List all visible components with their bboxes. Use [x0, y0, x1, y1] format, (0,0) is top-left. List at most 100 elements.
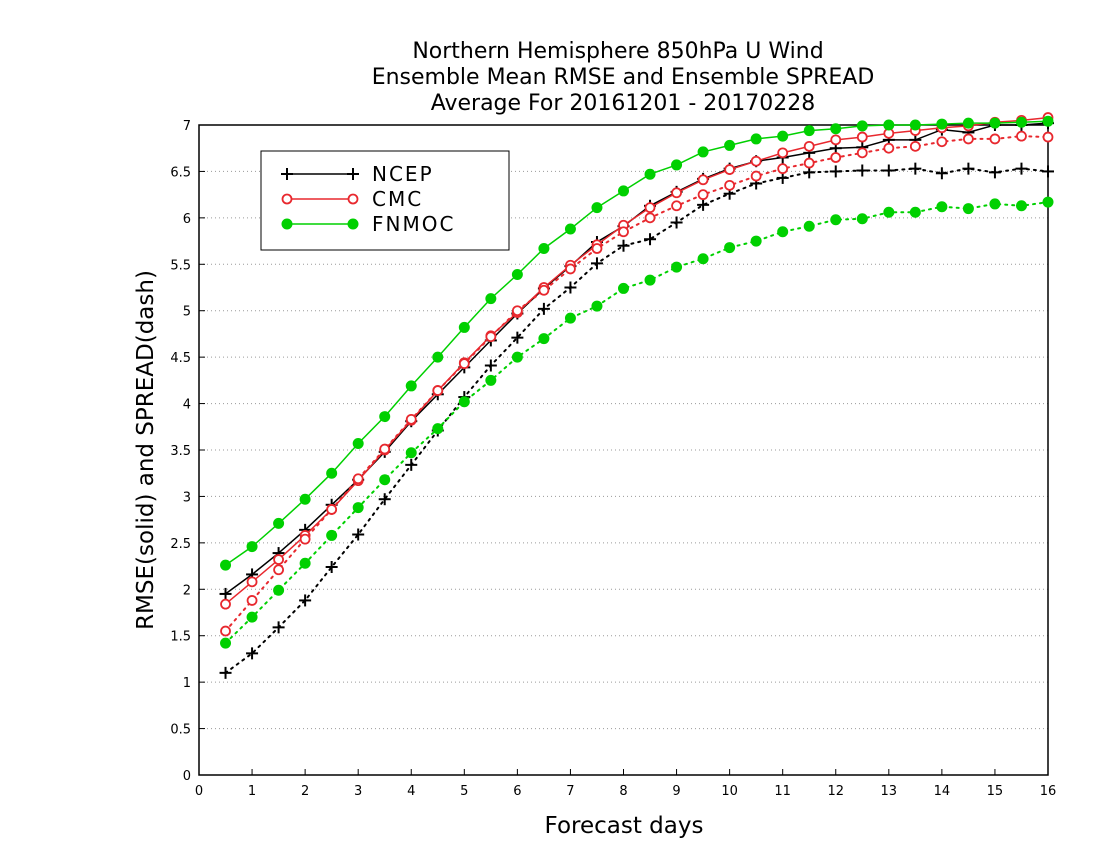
- point-cmc-spread-27: [936, 136, 948, 148]
- point-ncep-spread-17: [670, 216, 683, 229]
- point-ncep-spread-27: [935, 167, 948, 180]
- point-ncep-spread-11: [511, 331, 524, 344]
- y-tick-label-12: 6: [183, 212, 191, 227]
- point-fnmoc-spread-15: [618, 282, 629, 294]
- point-fnmoc-rmse-19: [724, 139, 736, 151]
- point-fnmoc-spread-12: [538, 333, 550, 345]
- x-tick-label-6: 6: [513, 784, 521, 799]
- point-fnmoc-rmse-24: [856, 120, 868, 132]
- x-tick-label-5: 5: [460, 784, 468, 799]
- point-fnmoc-spread-26: [909, 206, 921, 218]
- point-cmc-rmse-23: [830, 134, 842, 146]
- legend-box: [260, 150, 510, 251]
- y-tick-label-10: 5: [183, 305, 191, 320]
- legend-marker-start-fnmoc: [281, 218, 293, 230]
- point-cmc-spread-16: [644, 212, 656, 224]
- point-cmc-spread-7: [405, 413, 417, 425]
- point-fnmoc-rmse-13: [564, 223, 576, 235]
- point-fnmoc-spread-18: [697, 253, 709, 265]
- point-ncep-spread-5: [352, 528, 365, 541]
- point-cmc-spread-13: [565, 263, 576, 275]
- point-fnmoc-spread-11: [511, 351, 523, 363]
- point-ncep-spread-15: [617, 239, 630, 252]
- point-fnmoc-spread-9: [458, 396, 470, 408]
- y-tick-label-7: 3.5: [170, 444, 191, 459]
- point-cmc-spread-20: [750, 170, 762, 182]
- point-cmc-rmse-18: [697, 174, 709, 186]
- point-fnmoc-rmse-27: [936, 118, 948, 130]
- x-tick-label-3: 3: [354, 784, 362, 799]
- point-fnmoc-spread-3: [299, 557, 311, 569]
- point-ncep-spread-30: [1015, 162, 1028, 175]
- x-axis-title: Forecast days: [545, 813, 704, 839]
- x-tick-label-12: 12: [827, 784, 844, 799]
- point-cmc-rmse-17: [671, 187, 682, 199]
- point-cmc-spread-10: [485, 331, 497, 343]
- point-ncep-spread-2: [272, 621, 285, 634]
- point-fnmoc-spread-8: [432, 423, 444, 435]
- point-cmc-spread-2: [273, 564, 284, 576]
- point-ncep-spread-18: [697, 198, 710, 211]
- point-fnmoc-spread-14: [591, 300, 603, 312]
- point-cmc-spread-25: [883, 142, 895, 154]
- point-fnmoc-spread-23: [830, 214, 842, 226]
- y-axis-title: RMSE(solid) and SPREAD(dash): [133, 270, 159, 630]
- legend-item-ncep: NCEP: [281, 162, 432, 186]
- legend-marker-start-ncep: [281, 168, 293, 180]
- point-fnmoc-rmse-12: [538, 243, 550, 254]
- legend-item-cmc: CMC: [281, 187, 421, 211]
- point-fnmoc-rmse-21: [777, 130, 789, 142]
- point-cmc-spread-14: [591, 243, 603, 254]
- x-tick-label-10: 10: [721, 784, 738, 799]
- point-fnmoc-rmse-11: [511, 269, 523, 280]
- axes: 00.511.522.533.544.555.566.570 1 2 3 4 5 6 7 8 9 1…: [170, 119, 1056, 799]
- y-tick-label-1: 0.5: [170, 723, 191, 738]
- point-fnmoc-rmse-16: [644, 168, 656, 180]
- point-cmc-spread-4: [326, 504, 338, 515]
- y-tick-label-0: 0: [183, 769, 191, 784]
- point-fnmoc-rmse-23: [830, 123, 842, 135]
- point-fnmoc-rmse-22: [803, 125, 815, 137]
- x-tick-label-4: 4: [407, 784, 415, 799]
- point-ncep-spread-23: [829, 165, 842, 178]
- point-fnmoc-rmse-1: [246, 541, 258, 553]
- legend-marker-end-fnmoc: [347, 218, 359, 230]
- x-tick-label-8: 8: [619, 784, 627, 799]
- point-fnmoc-rmse-5: [352, 438, 364, 449]
- point-fnmoc-rmse-2: [273, 517, 285, 529]
- point-fnmoc-spread-22: [803, 220, 815, 232]
- point-ncep-spread-6: [378, 493, 391, 506]
- point-ncep-rmse-0: [219, 587, 232, 600]
- point-ncep-spread-12: [537, 302, 550, 315]
- point-fnmoc-spread-2: [273, 584, 285, 596]
- point-cmc-rmse-16: [644, 202, 656, 214]
- point-fnmoc-spread-28: [962, 203, 974, 215]
- point-ncep-spread-28: [962, 162, 975, 175]
- point-cmc-spread-8: [432, 385, 444, 396]
- point-fnmoc-rmse-31: [1042, 115, 1054, 127]
- point-fnmoc-rmse-26: [909, 119, 921, 131]
- point-fnmoc-spread-16: [644, 274, 656, 286]
- point-cmc-spread-3: [299, 533, 311, 545]
- point-fnmoc-spread-6: [379, 474, 391, 486]
- point-ncep-spread-4: [325, 561, 338, 573]
- point-cmc-spread-15: [618, 226, 629, 238]
- point-cmc-rmse-21: [777, 147, 789, 159]
- x-tick-label-2: 2: [301, 784, 309, 799]
- point-fnmoc-spread-31: [1042, 196, 1054, 208]
- point-cmc-spread-30: [1016, 130, 1027, 142]
- y-tick-label-2: 1: [183, 676, 191, 691]
- point-fnmoc-rmse-6: [379, 411, 391, 423]
- x-tick-label-14: 14: [934, 784, 951, 799]
- point-cmc-spread-21: [777, 163, 789, 175]
- point-fnmoc-rmse-8: [432, 351, 444, 363]
- point-cmc-spread-29: [989, 133, 1001, 145]
- point-cmc-rmse-2: [273, 554, 284, 565]
- point-fnmoc-spread-17: [671, 261, 683, 273]
- point-cmc-spread-26: [909, 140, 921, 152]
- y-tick-label-3: 1.5: [170, 630, 191, 645]
- point-cmc-rmse-22: [803, 140, 815, 152]
- point-cmc-rmse-20: [750, 155, 762, 167]
- series-fnmoc-spread-line: [224, 201, 1049, 645]
